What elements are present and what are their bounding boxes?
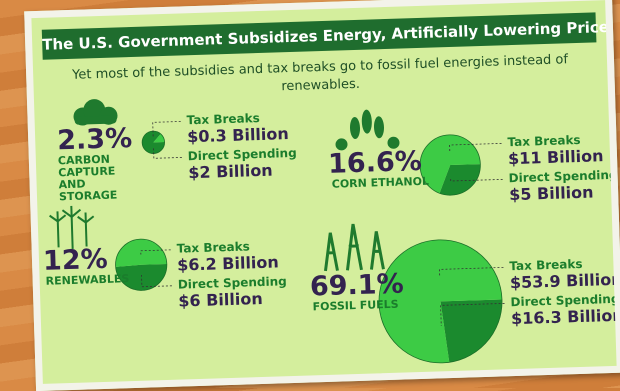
icon-turbines xyxy=(49,205,95,249)
icon-corn xyxy=(335,109,400,151)
pie-slice xyxy=(142,131,165,154)
value-label: $6.2 Billion xyxy=(176,252,280,275)
pie-slice xyxy=(115,263,167,291)
value-label: $11 Billion xyxy=(507,146,604,169)
leader-line xyxy=(141,275,172,288)
pie-slice xyxy=(153,133,165,143)
leader-line xyxy=(140,249,171,255)
pies xyxy=(49,99,505,364)
share-label: 2.3% xyxy=(56,123,133,157)
icon-oil-rigs xyxy=(323,223,385,272)
pie-slice xyxy=(115,239,167,267)
leader-line xyxy=(440,302,505,327)
leader-line xyxy=(449,142,502,153)
pie-outline xyxy=(115,238,168,291)
value-label: $2 Billion xyxy=(188,160,273,183)
leader-line xyxy=(153,146,182,159)
value-label: $0.3 Billion xyxy=(186,124,290,147)
pie-slice xyxy=(440,299,502,363)
share-label: 12% xyxy=(42,243,109,277)
icon-trees xyxy=(73,99,118,126)
leader-line xyxy=(450,177,503,182)
pie-slice xyxy=(420,134,481,194)
value-label: $6 Billion xyxy=(178,288,263,311)
pie-slice xyxy=(379,239,502,363)
pie-outline xyxy=(378,239,503,364)
pie-outline xyxy=(419,134,481,196)
category-label: CARBON CAPTURE AND STORAGE xyxy=(57,152,118,204)
value-label: $5 Billion xyxy=(508,182,594,205)
infographic-card: The U.S. Government Subsidizes Energy, A… xyxy=(24,0,620,391)
value-label: $53.9 Billion xyxy=(509,269,620,293)
leader-line xyxy=(152,121,181,138)
value-label: $16.3 Billion xyxy=(510,305,620,329)
leader-line xyxy=(439,267,504,277)
